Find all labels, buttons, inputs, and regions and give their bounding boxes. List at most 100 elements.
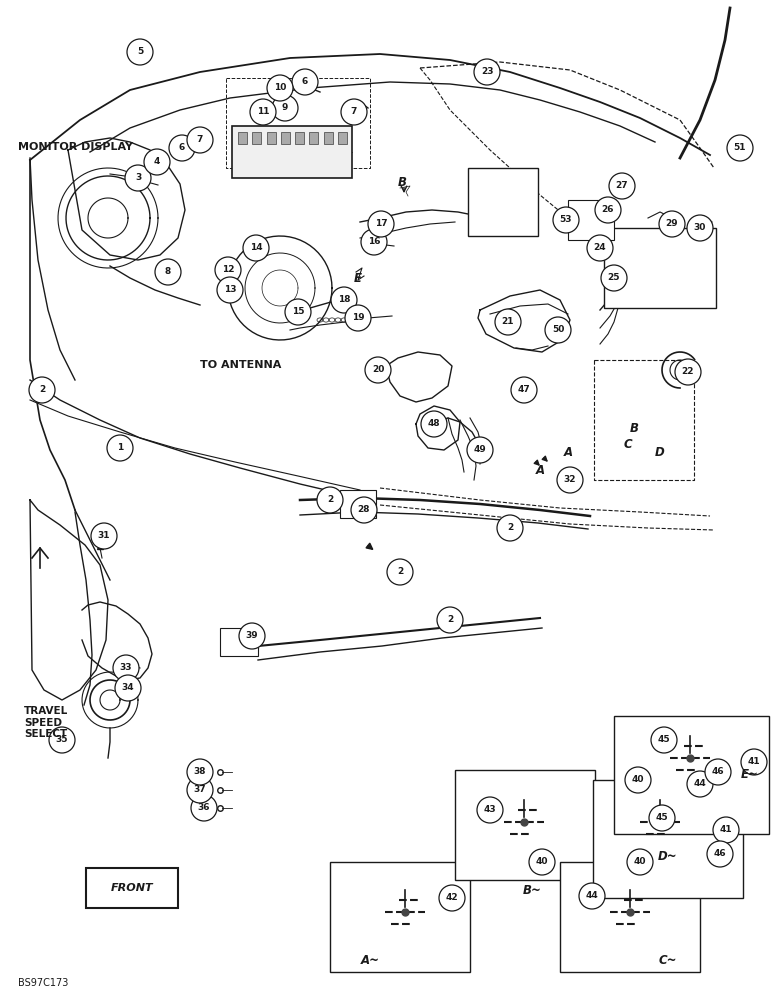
Text: 5: 5 bbox=[137, 47, 143, 56]
Text: 48: 48 bbox=[428, 420, 440, 428]
Circle shape bbox=[250, 99, 276, 125]
Text: 6: 6 bbox=[179, 143, 185, 152]
Text: 40: 40 bbox=[536, 857, 548, 866]
Text: 26: 26 bbox=[601, 206, 615, 215]
Circle shape bbox=[155, 259, 181, 285]
Circle shape bbox=[243, 235, 269, 261]
Circle shape bbox=[421, 411, 447, 437]
Circle shape bbox=[125, 165, 151, 191]
Text: 53: 53 bbox=[560, 216, 572, 225]
Circle shape bbox=[601, 265, 627, 291]
Circle shape bbox=[115, 675, 141, 701]
Text: 36: 36 bbox=[198, 804, 210, 812]
Circle shape bbox=[113, 655, 139, 681]
Circle shape bbox=[495, 309, 521, 335]
Text: 49: 49 bbox=[474, 446, 486, 454]
Circle shape bbox=[497, 515, 523, 541]
Text: 7: 7 bbox=[350, 107, 357, 116]
FancyBboxPatch shape bbox=[568, 200, 614, 240]
Text: 19: 19 bbox=[352, 314, 364, 322]
Text: 2: 2 bbox=[397, 568, 403, 576]
Text: 45: 45 bbox=[655, 814, 669, 822]
Circle shape bbox=[239, 623, 265, 649]
Text: 13: 13 bbox=[224, 286, 236, 294]
Circle shape bbox=[341, 99, 367, 125]
Text: 40: 40 bbox=[634, 857, 646, 866]
Text: 2: 2 bbox=[507, 524, 513, 532]
Circle shape bbox=[187, 777, 213, 803]
Text: D~: D~ bbox=[659, 850, 678, 862]
Circle shape bbox=[191, 795, 217, 821]
Circle shape bbox=[687, 215, 713, 241]
Text: 46: 46 bbox=[713, 850, 726, 858]
Bar bbox=[252, 132, 261, 144]
Circle shape bbox=[687, 771, 713, 797]
Text: 51: 51 bbox=[733, 143, 747, 152]
FancyBboxPatch shape bbox=[560, 862, 700, 972]
Circle shape bbox=[49, 727, 75, 753]
Circle shape bbox=[477, 797, 503, 823]
Circle shape bbox=[127, 39, 153, 65]
Text: 24: 24 bbox=[594, 243, 606, 252]
Text: 10: 10 bbox=[274, 84, 286, 93]
Circle shape bbox=[707, 841, 733, 867]
Text: A~: A~ bbox=[361, 954, 380, 966]
Circle shape bbox=[511, 377, 537, 403]
Circle shape bbox=[439, 885, 465, 911]
Circle shape bbox=[557, 467, 583, 493]
Text: 22: 22 bbox=[682, 367, 694, 376]
Text: 20: 20 bbox=[372, 365, 384, 374]
Text: 41: 41 bbox=[720, 826, 733, 834]
Text: 32: 32 bbox=[564, 476, 576, 485]
Text: 17: 17 bbox=[374, 220, 388, 229]
Circle shape bbox=[107, 435, 133, 461]
Text: 15: 15 bbox=[292, 308, 304, 316]
Text: A: A bbox=[536, 464, 544, 477]
Circle shape bbox=[215, 257, 241, 283]
Text: 50: 50 bbox=[552, 326, 564, 334]
Text: E~: E~ bbox=[741, 768, 759, 780]
Text: D: D bbox=[655, 446, 665, 458]
Circle shape bbox=[579, 883, 605, 909]
Bar bbox=[323, 132, 333, 144]
Circle shape bbox=[467, 437, 493, 463]
Text: 43: 43 bbox=[484, 806, 496, 814]
Bar bbox=[238, 132, 247, 144]
Bar bbox=[295, 132, 304, 144]
Circle shape bbox=[351, 497, 377, 523]
FancyBboxPatch shape bbox=[614, 716, 769, 834]
Circle shape bbox=[169, 135, 195, 161]
Text: 35: 35 bbox=[56, 736, 68, 744]
Text: 25: 25 bbox=[608, 273, 620, 282]
Bar bbox=[310, 132, 318, 144]
Text: 21: 21 bbox=[502, 318, 514, 326]
FancyBboxPatch shape bbox=[468, 168, 538, 236]
Circle shape bbox=[292, 69, 318, 95]
Text: 41: 41 bbox=[748, 758, 760, 766]
Circle shape bbox=[651, 727, 677, 753]
Bar bbox=[266, 132, 276, 144]
Text: 12: 12 bbox=[222, 265, 234, 274]
Circle shape bbox=[741, 749, 767, 775]
Text: 23: 23 bbox=[481, 68, 493, 77]
Text: TRAVEL
SPEED
SELECT: TRAVEL SPEED SELECT bbox=[24, 706, 68, 739]
Text: 46: 46 bbox=[712, 768, 724, 776]
Text: E: E bbox=[354, 271, 362, 284]
Text: MONITOR DISPLAY: MONITOR DISPLAY bbox=[18, 142, 133, 152]
Text: 6: 6 bbox=[302, 78, 308, 87]
Circle shape bbox=[285, 299, 311, 325]
Circle shape bbox=[553, 207, 579, 233]
Text: 38: 38 bbox=[194, 768, 206, 776]
Text: 9: 9 bbox=[282, 104, 288, 112]
Text: 30: 30 bbox=[694, 224, 706, 232]
Circle shape bbox=[627, 849, 653, 875]
Text: C~: C~ bbox=[659, 954, 677, 966]
Circle shape bbox=[713, 817, 739, 843]
Circle shape bbox=[529, 849, 555, 875]
Circle shape bbox=[272, 95, 298, 121]
Text: 2: 2 bbox=[39, 385, 45, 394]
Circle shape bbox=[474, 59, 500, 85]
Text: 44: 44 bbox=[693, 780, 706, 788]
Bar bbox=[338, 132, 347, 144]
Text: 45: 45 bbox=[658, 736, 670, 744]
